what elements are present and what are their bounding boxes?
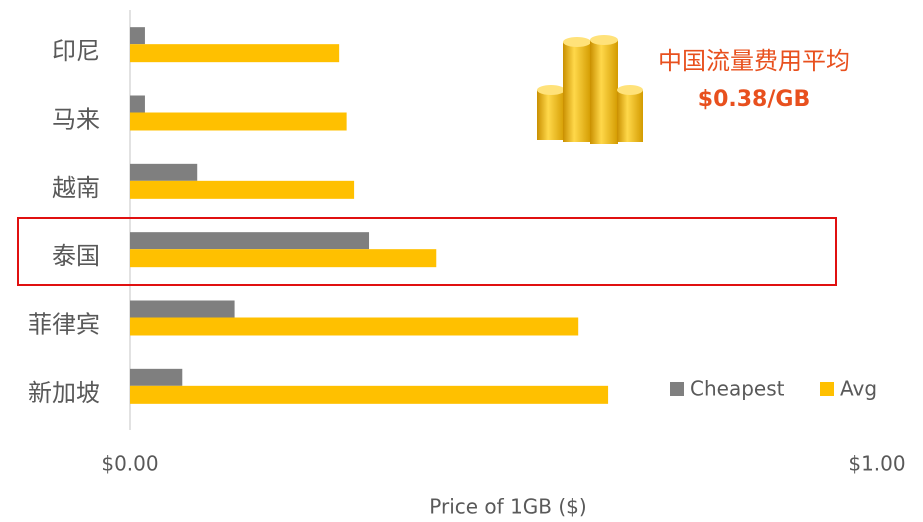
chart: 中国流量费用平均 $0.38/GB Price of 1GB ($) $0.00… [0, 0, 923, 522]
category-label: 菲律宾 [28, 311, 100, 339]
category-label: 新加坡 [28, 379, 100, 407]
category-label: 印尼 [52, 37, 100, 65]
page: {"chart_data": {"type": "hbar", "categor… [0, 0, 923, 522]
bar [130, 27, 145, 44]
x-axis-title: Price of 1GB ($) [429, 495, 586, 519]
legend-swatch [670, 382, 684, 396]
legend-label: Cheapest [690, 377, 785, 401]
bar [130, 318, 578, 336]
annotation-title: 中国流量费用平均 [658, 47, 850, 75]
category-label: 越南 [52, 174, 100, 202]
category-label: 马来 [52, 106, 100, 134]
bar [130, 369, 182, 386]
bar [130, 113, 347, 131]
category-label: 泰国 [52, 242, 100, 270]
legend-label: Avg [840, 377, 877, 401]
bar [130, 386, 608, 404]
annotation-value: $0.38/GB [698, 87, 810, 112]
bar [130, 249, 436, 267]
bar [130, 232, 369, 249]
bar [130, 301, 235, 318]
bar [130, 44, 339, 62]
bar [130, 164, 197, 181]
x-tick-label: $0.00 [101, 452, 158, 476]
bar [130, 96, 145, 113]
x-tick-label: $1.00 [848, 452, 905, 476]
legend-swatch [820, 382, 834, 396]
coins-icon [537, 35, 643, 144]
bar [130, 181, 354, 199]
